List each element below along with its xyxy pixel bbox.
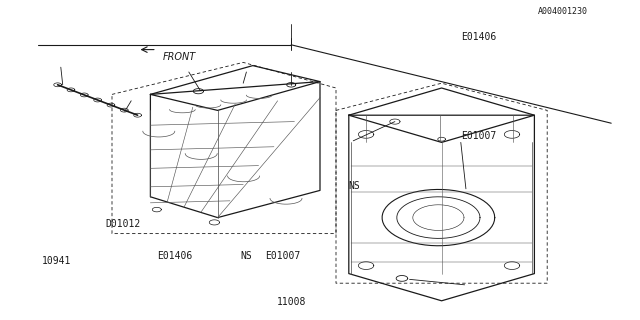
- Text: E01406: E01406: [461, 32, 496, 42]
- Text: 10941: 10941: [42, 256, 71, 266]
- Text: E01406: E01406: [157, 251, 192, 261]
- Text: FRONT: FRONT: [163, 52, 196, 62]
- Text: E01007: E01007: [461, 131, 496, 141]
- Text: NS: NS: [349, 180, 360, 191]
- Text: NS: NS: [240, 251, 252, 261]
- Text: A004001230: A004001230: [538, 7, 588, 16]
- Text: E01007: E01007: [266, 251, 301, 261]
- Text: D01012: D01012: [106, 219, 141, 229]
- Text: 11008: 11008: [276, 297, 306, 308]
